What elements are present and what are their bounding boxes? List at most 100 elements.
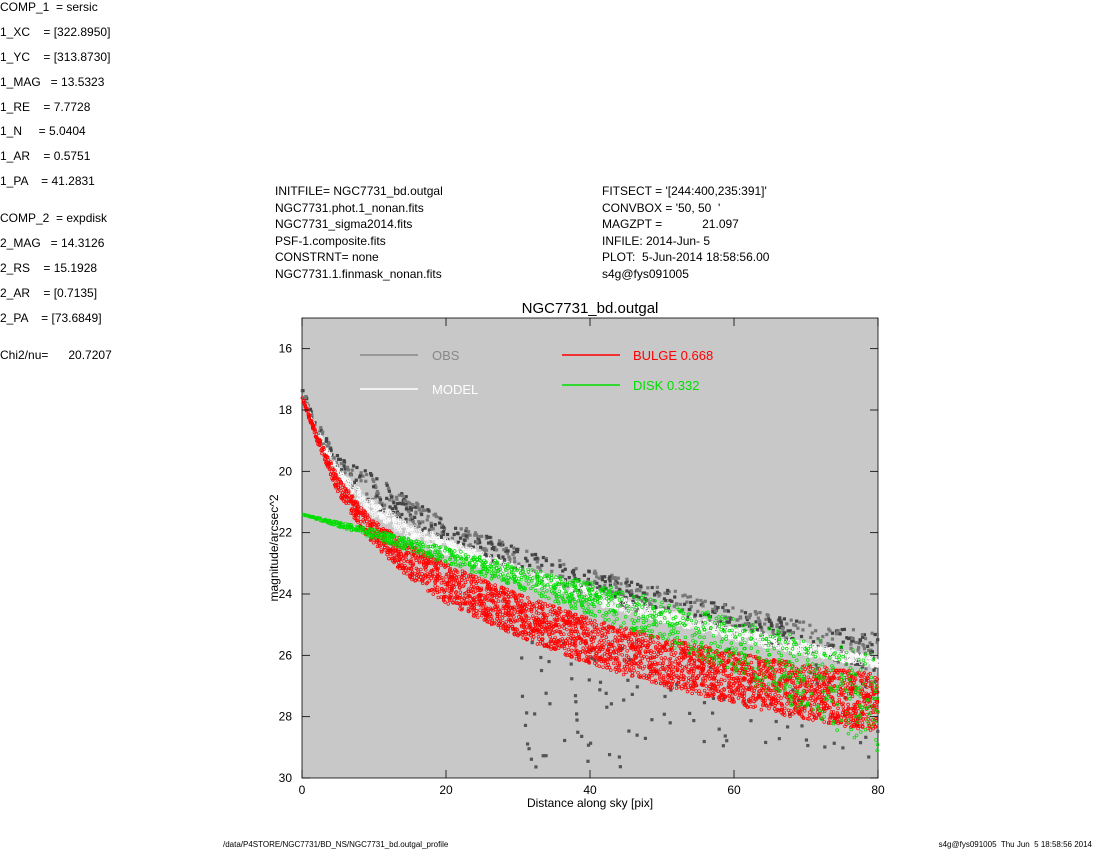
obs-point: [826, 641, 830, 646]
obs-point: [514, 547, 519, 552]
obs-point: [739, 616, 743, 620]
model-point: [749, 633, 753, 638]
obs-point: [870, 643, 874, 647]
obs-point: [658, 592, 662, 597]
param-line: COMP_1 = sersic: [0, 0, 98, 14]
model-point: [734, 627, 738, 631]
obs-point: [667, 611, 671, 615]
model-point: [383, 518, 387, 522]
bulge-point: [447, 598, 452, 603]
obs-point: [662, 597, 667, 601]
model-point: [639, 608, 644, 613]
obs-point: [665, 591, 669, 595]
bulge-point: [505, 587, 510, 592]
obs-point: [442, 525, 446, 529]
model-point: [388, 512, 393, 516]
obs-point: [417, 508, 422, 512]
model-point: [364, 504, 368, 509]
obs-point: [716, 620, 720, 624]
obs-point: [464, 534, 468, 538]
model-point: [710, 623, 714, 627]
model-point: [673, 613, 678, 618]
obs-point: [673, 589, 677, 593]
bulge-point: [429, 576, 433, 581]
model-point: [875, 658, 879, 663]
param-line: 2_RS = 15.1928: [0, 260, 98, 275]
obs-point: [483, 552, 487, 556]
obs-point: [743, 622, 748, 626]
model-point: [646, 609, 650, 614]
obs-point: [601, 589, 605, 593]
obs-point: [629, 589, 633, 593]
obs-point: [501, 543, 505, 547]
model-point: [658, 616, 663, 620]
obs-point: [389, 493, 393, 497]
obs-point: [646, 586, 650, 590]
model-point: [360, 503, 365, 507]
obs-point: [411, 520, 415, 524]
obs-point: [689, 605, 693, 609]
obs-point: [462, 533, 466, 537]
model-point: [337, 471, 341, 475]
bulge-point: [662, 679, 667, 684]
obs-point: [627, 583, 631, 587]
obs-point: [536, 565, 540, 569]
obs-point: [440, 523, 444, 527]
obs-point: [765, 613, 769, 617]
model-point: [860, 658, 864, 663]
model-point: [768, 644, 773, 648]
obs-point: [395, 497, 399, 501]
model-point: [871, 661, 876, 665]
obs-point: [464, 527, 469, 531]
obs-outlier: [626, 678, 630, 682]
obs-point: [862, 633, 867, 637]
obs-point: [670, 599, 674, 603]
obs-point: [332, 457, 336, 462]
model-point: [465, 546, 470, 551]
obs-point: [714, 609, 718, 613]
obs-point: [862, 647, 867, 651]
bulge-point: [782, 694, 787, 698]
obs-point: [400, 492, 404, 496]
model-point: [728, 635, 733, 640]
bulge-point: [836, 676, 840, 681]
model-point: [416, 532, 420, 537]
obs-point: [608, 575, 612, 579]
model-point: [601, 598, 606, 602]
obs-point: [816, 637, 820, 641]
model-point: [793, 651, 797, 655]
obs-point: [850, 661, 854, 665]
obs-point: [320, 432, 324, 436]
obs-point: [597, 576, 601, 580]
model-point: [852, 659, 856, 664]
model-point: [666, 615, 671, 619]
model-point: [509, 563, 514, 567]
obs-point: [624, 606, 629, 610]
obs-point: [574, 567, 578, 571]
obs-point: [784, 636, 788, 640]
obs-point: [459, 527, 463, 531]
bulge-point: [425, 581, 430, 585]
obs-point: [627, 590, 632, 594]
obs-point: [429, 527, 434, 531]
obs-point: [601, 575, 605, 579]
obs-point: [301, 389, 305, 393]
obs-point: [729, 616, 733, 620]
param-line: 1_MAG = 13.5323: [0, 74, 105, 89]
obs-point: [563, 578, 567, 582]
obs-point: [645, 598, 649, 602]
obs-point: [378, 496, 382, 500]
obs-point: [338, 457, 342, 462]
obs-point: [352, 480, 357, 484]
obs-point: [811, 640, 816, 644]
obs-point: [354, 478, 358, 482]
obs-point: [648, 601, 652, 605]
obs-point: [406, 500, 410, 504]
obs-point: [842, 627, 846, 631]
header-line: s4g@fys091005: [602, 266, 689, 281]
obs-point: [567, 575, 571, 580]
obs-point: [630, 590, 634, 595]
obs-point: [645, 592, 649, 596]
obs-point: [598, 594, 602, 598]
obs-point: [840, 628, 844, 632]
